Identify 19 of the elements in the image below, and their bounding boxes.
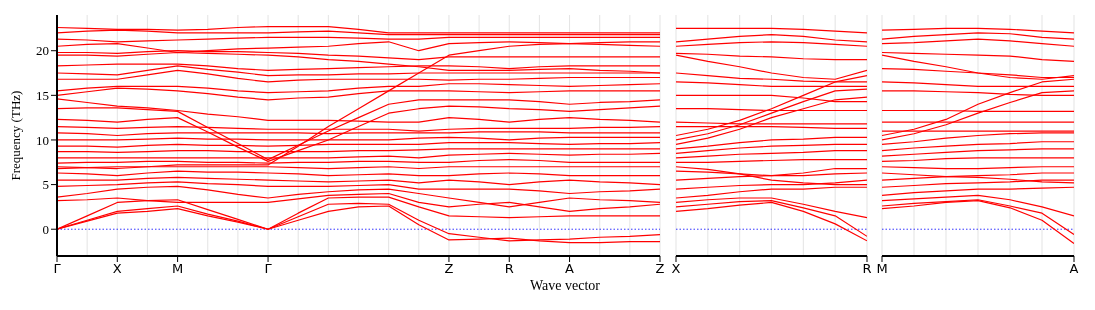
y-tick-label: 20 (36, 43, 49, 59)
x-tick-label: X (112, 261, 122, 277)
y-axis-title: Frequency (THz) (7, 90, 23, 181)
x-axis-title: Wave vector (529, 278, 601, 294)
x-tick-label: X (671, 261, 681, 277)
x-tick-label: Z (655, 261, 665, 277)
x-tick-label: A (1069, 261, 1079, 277)
x-tick-label: R (504, 261, 514, 277)
x-tick-label: M (171, 261, 184, 277)
y-tick-label: 10 (36, 132, 49, 148)
y-tick-label: 15 (36, 87, 49, 103)
y-tick-label: 5 (42, 177, 49, 193)
x-tick-label: R (862, 261, 872, 277)
x-tick-label: Γ (53, 261, 62, 277)
y-tick-label: 0 (42, 221, 49, 237)
x-tick-label: Z (444, 261, 454, 277)
x-tick-label: M (876, 261, 888, 277)
x-tick-label: A (565, 261, 575, 277)
x-tick-label: Γ (264, 261, 273, 277)
